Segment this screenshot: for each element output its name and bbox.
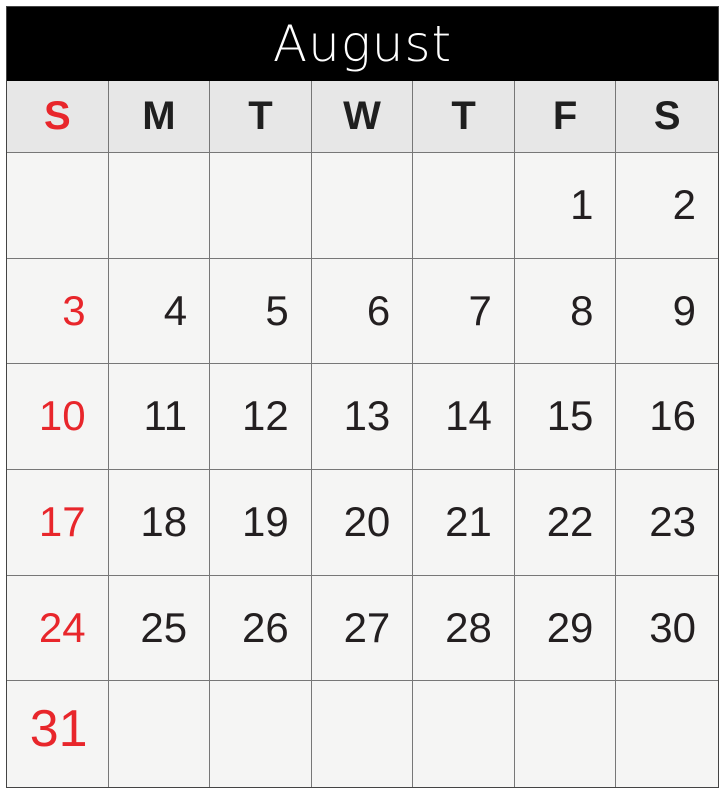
day-cell-5[interactable]: 5 [210, 258, 312, 365]
empty-day-cell [108, 153, 211, 259]
day-number: 20 [343, 497, 391, 545]
day-number: 18 [140, 497, 188, 545]
day-cell-11[interactable]: 11 [108, 364, 211, 470]
day-number: 8 [570, 286, 594, 334]
calendar: August S M T W T F S 1 2 3 4 5 6 7 8 9 10 11 12 13 14… [6, 6, 719, 788]
empty-day-cell [514, 681, 617, 787]
day-number: 1 [570, 181, 594, 228]
empty-day-cell [311, 681, 414, 787]
day-cell-21[interactable]: 21 [413, 469, 515, 576]
day-cell-27[interactable]: 27 [311, 575, 414, 682]
day-cell-6[interactable]: 6 [311, 258, 414, 365]
day-cell-14[interactable]: 14 [413, 364, 515, 470]
weekday-header-row: S M T W T F S [7, 81, 718, 153]
day-cell-2[interactable]: 2 [616, 153, 718, 259]
day-cell-24[interactable]: 24 [7, 575, 109, 682]
day-number: 26 [241, 603, 289, 651]
day-cell-31[interactable]: 31 [7, 681, 109, 787]
day-cell-23[interactable]: 23 [616, 469, 718, 576]
day-cell-22[interactable]: 22 [514, 469, 617, 576]
day-cell-7[interactable]: 7 [413, 258, 515, 365]
day-number: 3 [62, 286, 86, 334]
day-cell-1[interactable]: 1 [514, 153, 617, 259]
day-number: 19 [241, 497, 289, 545]
day-number: 7 [468, 286, 492, 334]
weekday-thursday: T [413, 81, 515, 153]
weekday-saturday: S [616, 81, 718, 153]
day-cell-20[interactable]: 20 [311, 469, 414, 576]
day-cell-3[interactable]: 3 [7, 258, 109, 365]
empty-day-cell [311, 153, 414, 259]
day-cell-30[interactable]: 30 [616, 575, 718, 682]
weekday-monday: M [108, 81, 211, 153]
day-cell-18[interactable]: 18 [108, 469, 211, 576]
day-number: 6 [366, 286, 391, 334]
day-number: 24 [38, 603, 86, 651]
empty-day-cell [7, 153, 109, 259]
day-cell-19[interactable]: 19 [210, 469, 312, 576]
day-cell-17[interactable]: 17 [7, 469, 109, 576]
day-cell-12[interactable]: 12 [210, 364, 312, 470]
day-number: 22 [546, 497, 594, 545]
day-number: 13 [343, 392, 391, 440]
day-number: 5 [265, 286, 289, 334]
day-number: 9 [672, 286, 696, 334]
month-title: August [7, 7, 718, 81]
empty-day-cell [108, 681, 211, 787]
day-number: 28 [445, 603, 492, 651]
day-number: 17 [38, 497, 86, 545]
weekday-sunday: S [7, 81, 109, 153]
day-number: 16 [649, 392, 696, 440]
empty-day-cell [413, 681, 515, 787]
day-number: 12 [241, 392, 289, 440]
day-number: 29 [546, 603, 594, 651]
day-cell-8[interactable]: 8 [514, 258, 617, 365]
day-cell-15[interactable]: 15 [514, 364, 617, 470]
day-number: 10 [38, 392, 86, 440]
day-number: 31 [29, 700, 88, 759]
day-cell-16[interactable]: 16 [616, 364, 718, 470]
weekday-wednesday: W [311, 81, 414, 153]
day-number: 30 [649, 603, 696, 651]
day-cell-13[interactable]: 13 [311, 364, 414, 470]
day-cell-10[interactable]: 10 [7, 364, 109, 470]
day-number: 11 [143, 392, 188, 440]
empty-day-cell [616, 681, 718, 787]
day-number: 14 [445, 392, 492, 440]
day-number: 27 [343, 603, 391, 651]
day-cell-25[interactable]: 25 [108, 575, 211, 682]
day-number: 4 [163, 286, 188, 334]
day-number: 21 [445, 497, 492, 545]
empty-day-cell [210, 681, 312, 787]
day-cell-26[interactable]: 26 [210, 575, 312, 682]
empty-day-cell [210, 153, 312, 259]
day-cell-28[interactable]: 28 [413, 575, 515, 682]
day-number: 23 [649, 497, 696, 545]
day-number: 25 [140, 603, 188, 651]
weekday-tuesday: T [210, 81, 312, 153]
day-cell-29[interactable]: 29 [514, 575, 617, 682]
day-number: 15 [546, 392, 594, 440]
day-cell-9[interactable]: 9 [616, 258, 718, 365]
day-cell-4[interactable]: 4 [108, 258, 211, 365]
weekday-friday: F [514, 81, 617, 153]
empty-day-cell [413, 153, 515, 259]
day-grid: 1 2 3 4 5 6 7 8 9 10 11 12 13 14 15 16 17 18 19 20 21 22 23 24 2… [7, 153, 718, 787]
day-number: 2 [672, 181, 696, 228]
